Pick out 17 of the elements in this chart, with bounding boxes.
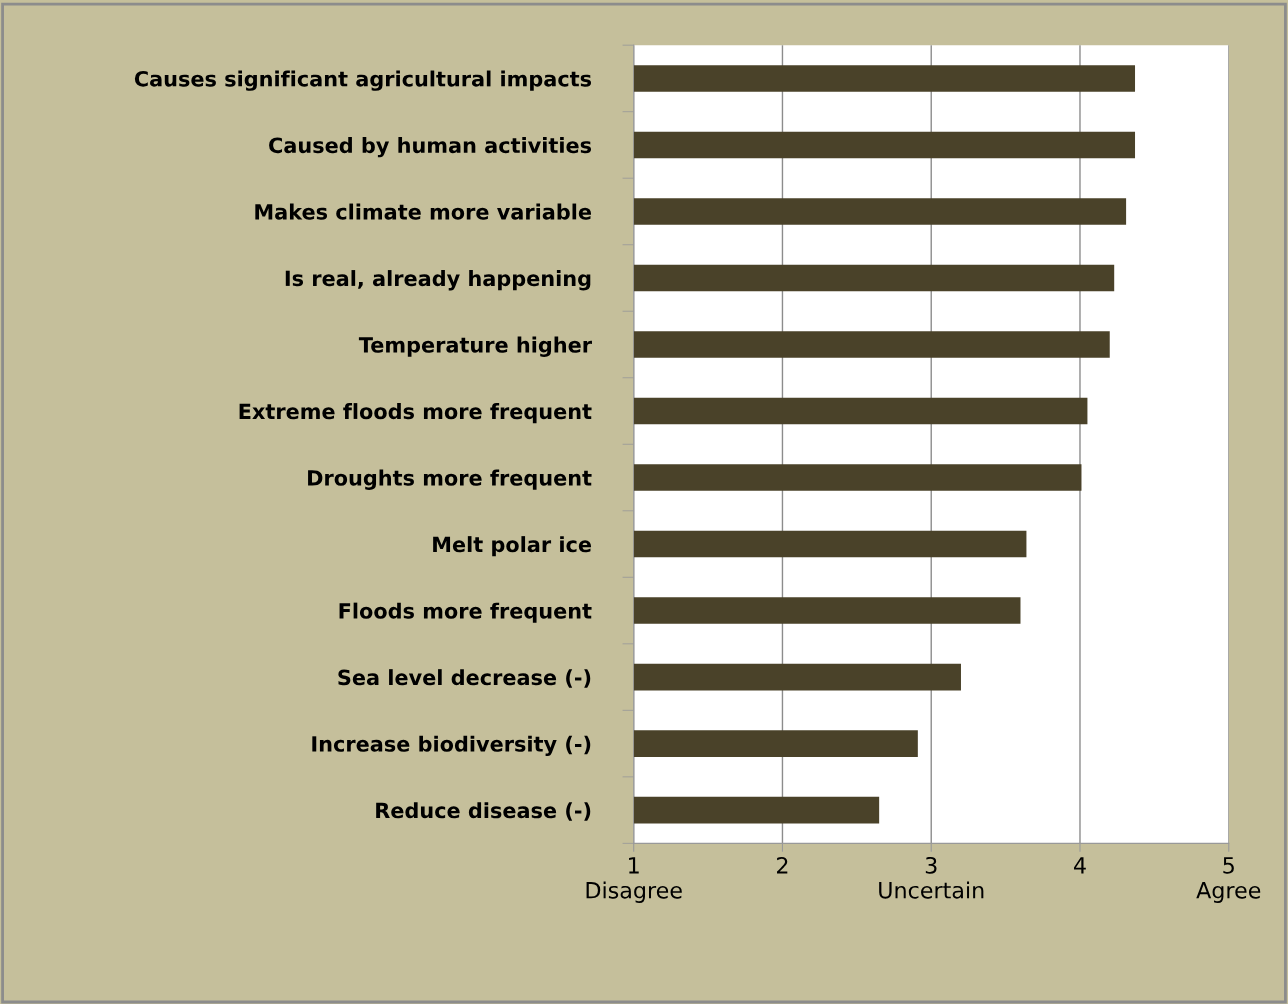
y-tick-label: Increase biodiversity (-)	[312, 735, 591, 756]
y-tick-label: Extreme floods more frequent	[239, 403, 592, 424]
y-tick-label: Causes significant agricultural impacts	[134, 70, 592, 91]
x-tick-label: 1 Disagree	[586, 857, 682, 903]
y-tick-label: Floods more frequent	[339, 602, 592, 623]
y-tick-label: Reduce disease (-)	[376, 802, 591, 821]
x-tick-label: 5 Agree	[1196, 857, 1261, 903]
y-tick-label: Droughts more frequent	[308, 469, 592, 490]
y-tick-label: Is real, already happening	[285, 270, 591, 291]
x-tick-label: 2	[777, 856, 788, 874]
x-tick-label: 4	[1074, 857, 1086, 874]
y-tick-label: Melt polar ice	[433, 536, 592, 557]
x-tick-label: 3 Uncertain	[879, 856, 984, 899]
y-tick-label: Makes climate more variable	[255, 203, 592, 220]
y-tick-label: Caused by human activities	[269, 137, 592, 158]
y-tick-label: Temperature higher	[358, 336, 592, 357]
y-tick-label: Sea level decrease (-)	[338, 669, 591, 688]
